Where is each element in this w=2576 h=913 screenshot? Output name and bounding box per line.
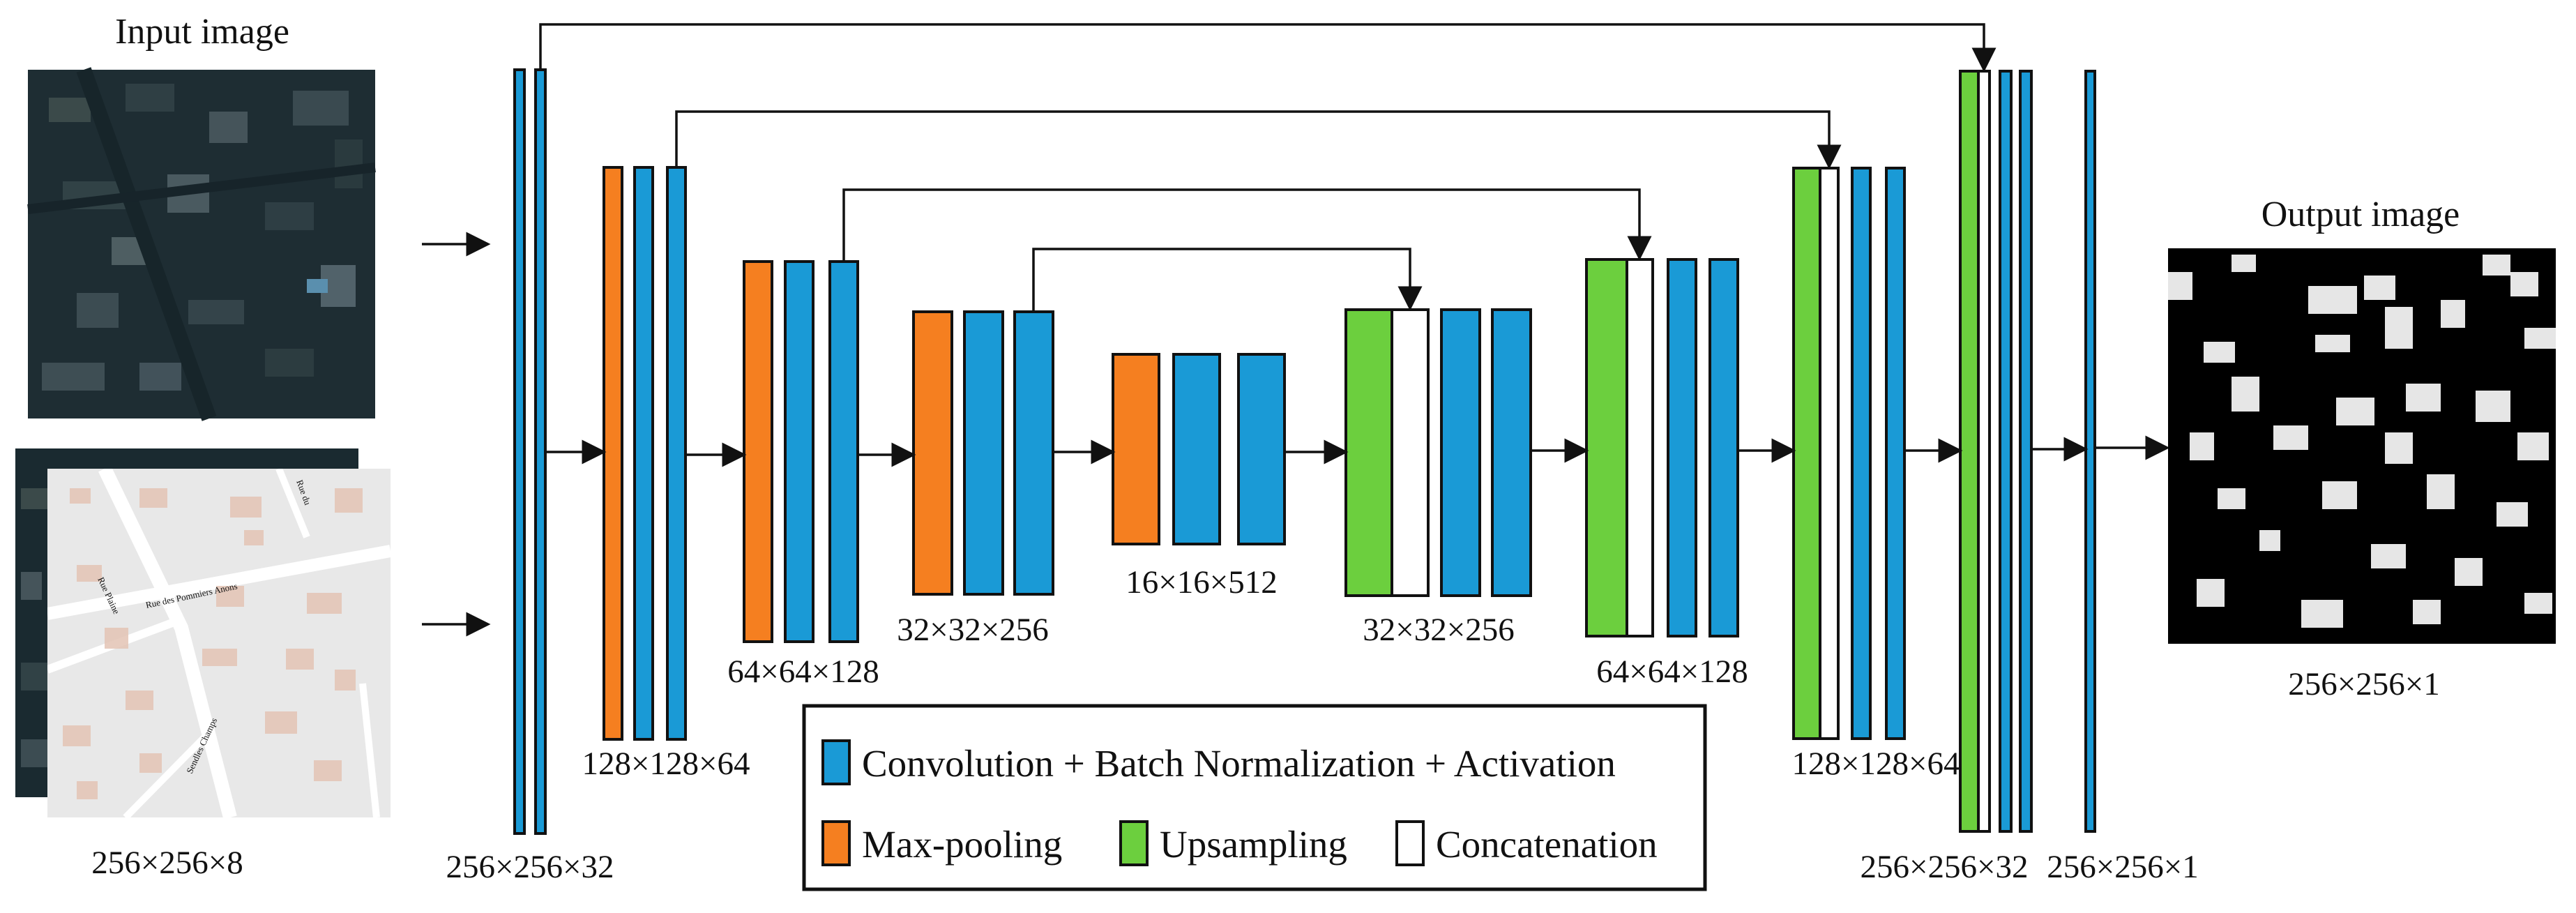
concat-block bbox=[1391, 308, 1430, 597]
conv-block bbox=[1172, 353, 1221, 545]
legend-concat-swatch bbox=[1395, 820, 1425, 866]
skip-connection-arrow bbox=[539, 23, 1997, 73]
conv-block bbox=[1237, 353, 1286, 545]
conv-block bbox=[1013, 310, 1054, 596]
maxpool-block bbox=[743, 260, 773, 643]
conv-block bbox=[1851, 167, 1872, 740]
upsample-block bbox=[1344, 308, 1393, 597]
concat-block bbox=[1977, 70, 1991, 833]
legend: Convolution + Batch Normalization + Acti… bbox=[802, 704, 1707, 891]
stage-label-16x16x512: 16×16×512 bbox=[1126, 564, 1278, 601]
conv-block bbox=[828, 260, 859, 643]
input-size-label: 256×256×8 bbox=[91, 845, 243, 881]
upsample-block bbox=[1585, 258, 1628, 637]
legend-pool-swatch bbox=[821, 820, 851, 866]
stage-label-256x256x1: 256×256×1 bbox=[2047, 849, 2199, 885]
upsample-block bbox=[1792, 167, 1821, 740]
legend-pool-label: Max-pooling bbox=[862, 823, 1062, 866]
legend-conv-label: Convolution + Batch Normalization + Acti… bbox=[862, 742, 1616, 785]
concat-block bbox=[1819, 167, 1840, 740]
conv-block bbox=[1667, 258, 1697, 637]
conv-block bbox=[633, 166, 654, 741]
map-input-image: Rue des Pommiers Anons Rue Plaine Rue du… bbox=[47, 469, 391, 817]
conv-block bbox=[1885, 167, 1906, 740]
legend-upsample-label: Upsampling bbox=[1160, 823, 1347, 866]
conv-block bbox=[963, 310, 1004, 596]
conv-block bbox=[1999, 70, 2013, 833]
conv-block bbox=[1440, 308, 1481, 597]
stage-label-64x64x128-decoder: 64×64×128 bbox=[1596, 654, 1748, 690]
stage-label-64x64x128: 64×64×128 bbox=[727, 654, 879, 690]
stage-label-256x256x32: 256×256×32 bbox=[446, 849, 614, 885]
conv-block bbox=[2084, 70, 2096, 833]
conv-block bbox=[2019, 70, 2033, 833]
conv-block bbox=[534, 68, 547, 835]
skip-connection-arrow bbox=[842, 188, 1652, 262]
conv-block bbox=[513, 68, 526, 835]
conv-block bbox=[784, 260, 815, 643]
legend-conv-swatch bbox=[821, 739, 851, 785]
maxpool-block bbox=[603, 166, 623, 741]
maxpool-block bbox=[1112, 353, 1160, 545]
stage-label-128x128x64-decoder: 128×128×64 bbox=[1791, 746, 1960, 782]
stage-label-32x32x256-decoder: 32×32×256 bbox=[1363, 612, 1515, 648]
stage-label-128x128x64: 128×128×64 bbox=[582, 746, 750, 782]
input-title: Input image bbox=[115, 12, 289, 52]
legend-concat-label: Concatenation bbox=[1436, 823, 1658, 866]
conv-block bbox=[1709, 258, 1739, 637]
output-size-label: 256×256×1 bbox=[2288, 666, 2440, 702]
legend-frame bbox=[802, 704, 1707, 891]
conv-block bbox=[666, 166, 687, 741]
concat-block bbox=[1626, 258, 1654, 637]
output-mask-image bbox=[2168, 248, 2556, 644]
stage-label-32x32x256: 32×32×256 bbox=[897, 612, 1049, 648]
skip-connection-arrow bbox=[1032, 248, 1423, 312]
conv-block bbox=[1491, 308, 1532, 597]
legend-upsample-swatch bbox=[1119, 820, 1149, 866]
upsample-block bbox=[1959, 70, 1980, 833]
satellite-input-image bbox=[27, 67, 376, 421]
maxpool-block bbox=[912, 310, 953, 596]
skip-connection-arrow bbox=[675, 110, 1842, 169]
stage-label-256x256x32-decoder: 256×256×32 bbox=[1860, 849, 2028, 885]
output-title: Output image bbox=[2261, 195, 2460, 234]
